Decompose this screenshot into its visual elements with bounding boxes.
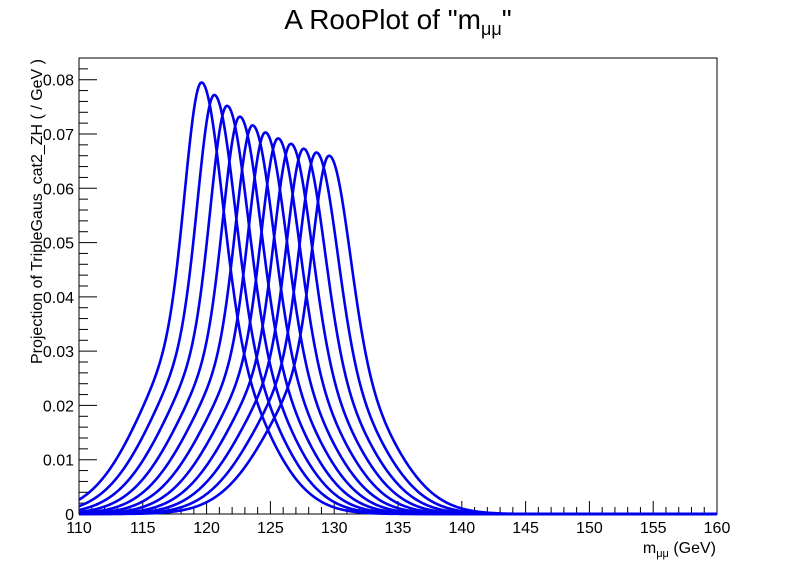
x-axis-label-sub: μμ [656,548,669,560]
x-tick-label: 155 [640,520,667,537]
y-tick-label: 0.07 [43,127,74,144]
x-tick-label: 115 [130,520,156,537]
x-tick-label: 145 [512,520,539,537]
x-tick-label: 120 [193,520,220,537]
y-tick-label: 0.02 [43,398,74,415]
series-line-8 [78,142,718,516]
chart-title: A RooPlot of "mμμ" [284,4,512,39]
y-axis-label: Projection of TripleGaus_cat2_ZH ( / GeV… [29,59,46,364]
series-line-10 [78,151,718,516]
y-tick-label: 0.05 [43,236,74,253]
x-tick-label: 160 [704,520,731,537]
x-tick-label: 130 [321,520,348,537]
series-line-5 [78,124,718,516]
series-line-6 [78,131,718,516]
series-line-9 [78,147,718,516]
x-axis-label: mμμ (GeV) [643,540,716,560]
y-axis: 0 0.01 0.02 0.03 0.04 0.05 0.06 0.07 0.08 [43,57,97,524]
x-axis: 110 115 120 125 130 135 140 145 150 155 160 [66,501,730,537]
series-line-7 [78,137,718,516]
series-line-11 [78,154,718,516]
x-axis-label-unit: (GeV) [669,540,716,557]
x-tick-label: 125 [257,520,284,537]
y-tick-label: 0.01 [43,453,74,470]
x-tick-label: 135 [385,520,412,537]
y-tick-label: 0.04 [43,290,74,307]
y-tick-label: 0.03 [43,344,74,361]
series-group [78,81,718,516]
y-tick-label: 0 [65,507,74,524]
y-tick-label: 0.08 [43,73,74,90]
x-tick-label: 110 [66,520,92,537]
x-tick-label: 140 [448,520,475,537]
y-tick-label: 0.06 [43,181,74,198]
x-tick-label: 150 [576,520,603,537]
